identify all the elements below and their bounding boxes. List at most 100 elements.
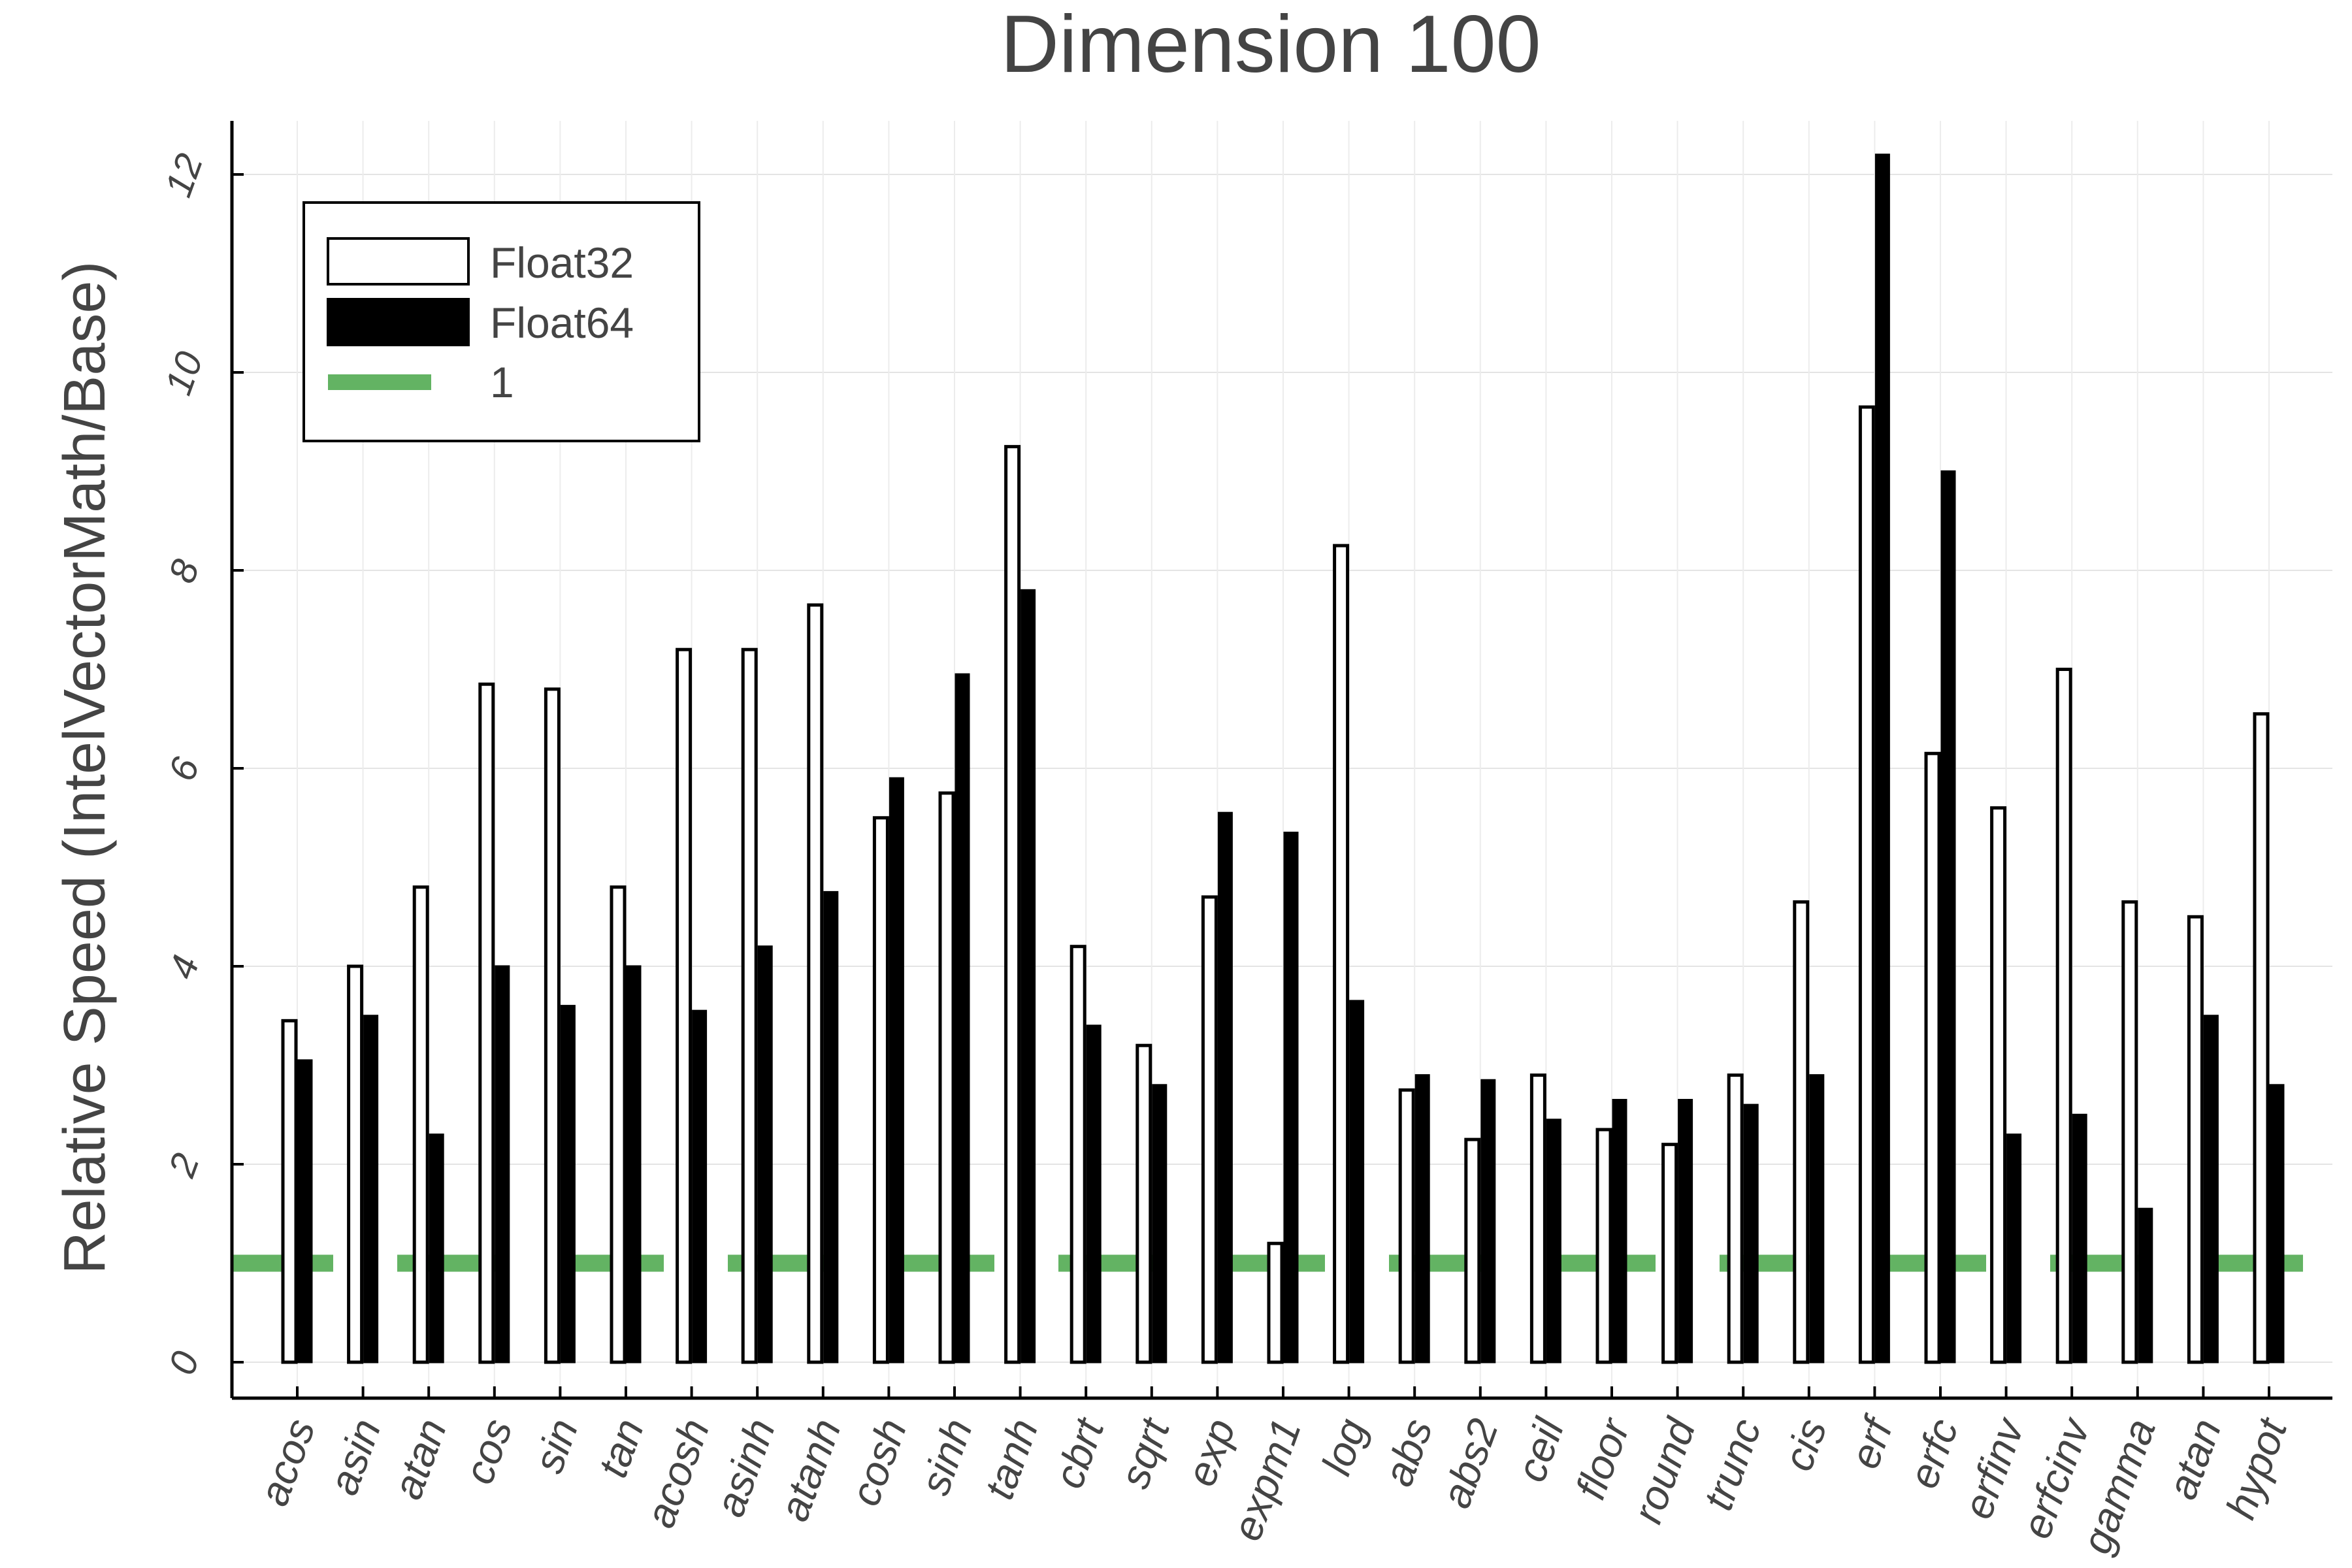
- legend-label-float64: Float64: [490, 299, 634, 347]
- bar-float64-ceil: [1546, 1119, 1561, 1364]
- bar-float64-acos: [297, 1059, 313, 1364]
- bar-float32-asin: [347, 964, 364, 1364]
- bar-float64-sinh: [955, 673, 970, 1364]
- bar-float64-cis: [1809, 1074, 1825, 1364]
- x-tick-label-asin: asin: [319, 1413, 390, 1501]
- legend-label-float32: Float32: [490, 238, 634, 287]
- bar-float32-acosh: [676, 647, 693, 1364]
- x-tick-label-exp: exp: [1177, 1413, 1245, 1492]
- bar-float32-expm1: [1267, 1241, 1284, 1364]
- legend-swatch-float32: [327, 237, 470, 286]
- x-tick-label-tanh: tanh: [975, 1413, 1047, 1505]
- bar-float64-log: [1349, 1000, 1365, 1364]
- bar-float64-cosh: [889, 777, 904, 1364]
- bar-float32-hypot: [2253, 712, 2270, 1364]
- bar-float64-cbrt: [1086, 1024, 1102, 1364]
- bar-float64-hypot: [2269, 1084, 2285, 1364]
- bar-float64-atan: [429, 1134, 444, 1364]
- bar-float64-exp: [1217, 811, 1233, 1364]
- bar-float32-erf: [1858, 405, 1875, 1364]
- bar-float64-asin: [363, 1015, 379, 1364]
- bar-float64-atan: [2203, 1015, 2219, 1364]
- bar-float32-tan: [610, 885, 627, 1364]
- bar-float32-log: [1333, 544, 1350, 1364]
- bar-float32-atan: [412, 885, 429, 1364]
- bar-float32-round: [1661, 1143, 1678, 1364]
- bar-float32-cosh: [872, 816, 889, 1364]
- y-tick-label: 0: [161, 1346, 208, 1380]
- bar-float32-trunc: [1727, 1073, 1744, 1364]
- bar-float32-erfinv: [1990, 806, 2007, 1364]
- y-tick-labels: 0 2 4 6 8 10 12: [157, 148, 211, 1380]
- x-tick-label-cos: cos: [455, 1413, 521, 1490]
- x-tick-label-sqrt: sqrt: [1111, 1411, 1179, 1494]
- bar-float32-sinh: [938, 791, 955, 1364]
- bar-float32-cos: [478, 682, 495, 1364]
- bar-float64-erfinv: [2006, 1134, 2022, 1364]
- bar-float32-abs2: [1464, 1137, 1481, 1364]
- x-tick-label-cis: cis: [1774, 1413, 1836, 1477]
- bar-float32-abs: [1398, 1088, 1415, 1364]
- x-tick-label-atan: atan: [2158, 1413, 2230, 1505]
- y-tick-label: 4: [161, 950, 208, 985]
- x-tick-label-cosh: cosh: [841, 1413, 916, 1512]
- y-axis-label: Relative Speed (IntelVectorMath/Base): [52, 261, 118, 1275]
- bar-float64-acosh: [692, 1009, 708, 1364]
- x-tick-label-acos: acos: [250, 1413, 324, 1512]
- y-tick-label: 10: [157, 346, 211, 400]
- legend-label-reference: 1: [490, 358, 514, 406]
- x-tick-label-sinh: sinh: [911, 1413, 981, 1501]
- bars: [281, 154, 2285, 1364]
- axes: [230, 121, 2332, 1400]
- x-tick-label-log: log: [1313, 1413, 1376, 1481]
- bar-float64-tan: [626, 965, 642, 1364]
- x-tick-label-abs2: abs2: [1432, 1413, 1507, 1514]
- bar-float64-expm1: [1283, 831, 1299, 1364]
- bar-float32-erfc: [1924, 751, 1941, 1364]
- bar-float64-trunc: [1743, 1103, 1759, 1364]
- x-tick-label-atan: atan: [384, 1413, 455, 1505]
- bar-float32-exp: [1201, 895, 1218, 1364]
- bar-float64-asinh: [757, 945, 773, 1364]
- bar-float64-erfcinv: [2072, 1113, 2087, 1364]
- x-tick-label-erf: erf: [1840, 1409, 1903, 1475]
- bar-float64-cos: [495, 965, 510, 1364]
- bar-float32-cbrt: [1070, 945, 1086, 1364]
- x-tick-label-erfc: erfc: [1899, 1413, 1967, 1494]
- legend: Float32 Float64 1: [302, 201, 700, 442]
- bar-float32-gamma: [2121, 900, 2138, 1364]
- bar-float64-gamma: [2138, 1207, 2153, 1364]
- x-tick-label-ceil: ceil: [1507, 1411, 1573, 1488]
- bar-float32-atanh: [807, 603, 824, 1364]
- bar-float64-round: [1678, 1099, 1693, 1364]
- bar-float32-sin: [544, 687, 561, 1364]
- bar-float32-floor: [1595, 1128, 1612, 1364]
- bar-float32-erfcinv: [2055, 668, 2072, 1364]
- bar-float64-tanh: [1021, 589, 1036, 1364]
- chart-title: Dimension 100: [1000, 0, 1541, 90]
- y-tick-label: 6: [161, 751, 208, 786]
- legend-swatch-float64: [327, 298, 470, 346]
- bar-float32-atan: [2187, 915, 2204, 1364]
- x-tick-label-sin: sin: [525, 1413, 587, 1479]
- bar-float32-asinh: [741, 647, 758, 1364]
- bar-float32-ceil: [1529, 1073, 1546, 1364]
- x-tick-label-abs: abs: [1374, 1413, 1441, 1492]
- bar-float64-erf: [1874, 154, 1890, 1364]
- bar-float32-sqrt: [1135, 1043, 1152, 1364]
- x-tick-label-floor: floor: [1567, 1411, 1639, 1505]
- bar-float64-abs: [1414, 1074, 1430, 1364]
- bar-float64-abs2: [1480, 1079, 1496, 1364]
- x-tick-label-tan: tan: [589, 1413, 653, 1483]
- bar-float64-floor: [1612, 1099, 1627, 1364]
- bar-float32-acos: [281, 1019, 298, 1364]
- x-tick-label-trunc: trunc: [1694, 1413, 1770, 1516]
- bar-float32-cis: [1793, 900, 1810, 1364]
- y-tick-label: 2: [160, 1148, 207, 1183]
- bar-float64-erfc: [1940, 470, 1956, 1364]
- y-tick-label: 12: [157, 148, 211, 203]
- bar-float64-sin: [560, 1005, 576, 1364]
- bar-float64-sqrt: [1152, 1084, 1168, 1364]
